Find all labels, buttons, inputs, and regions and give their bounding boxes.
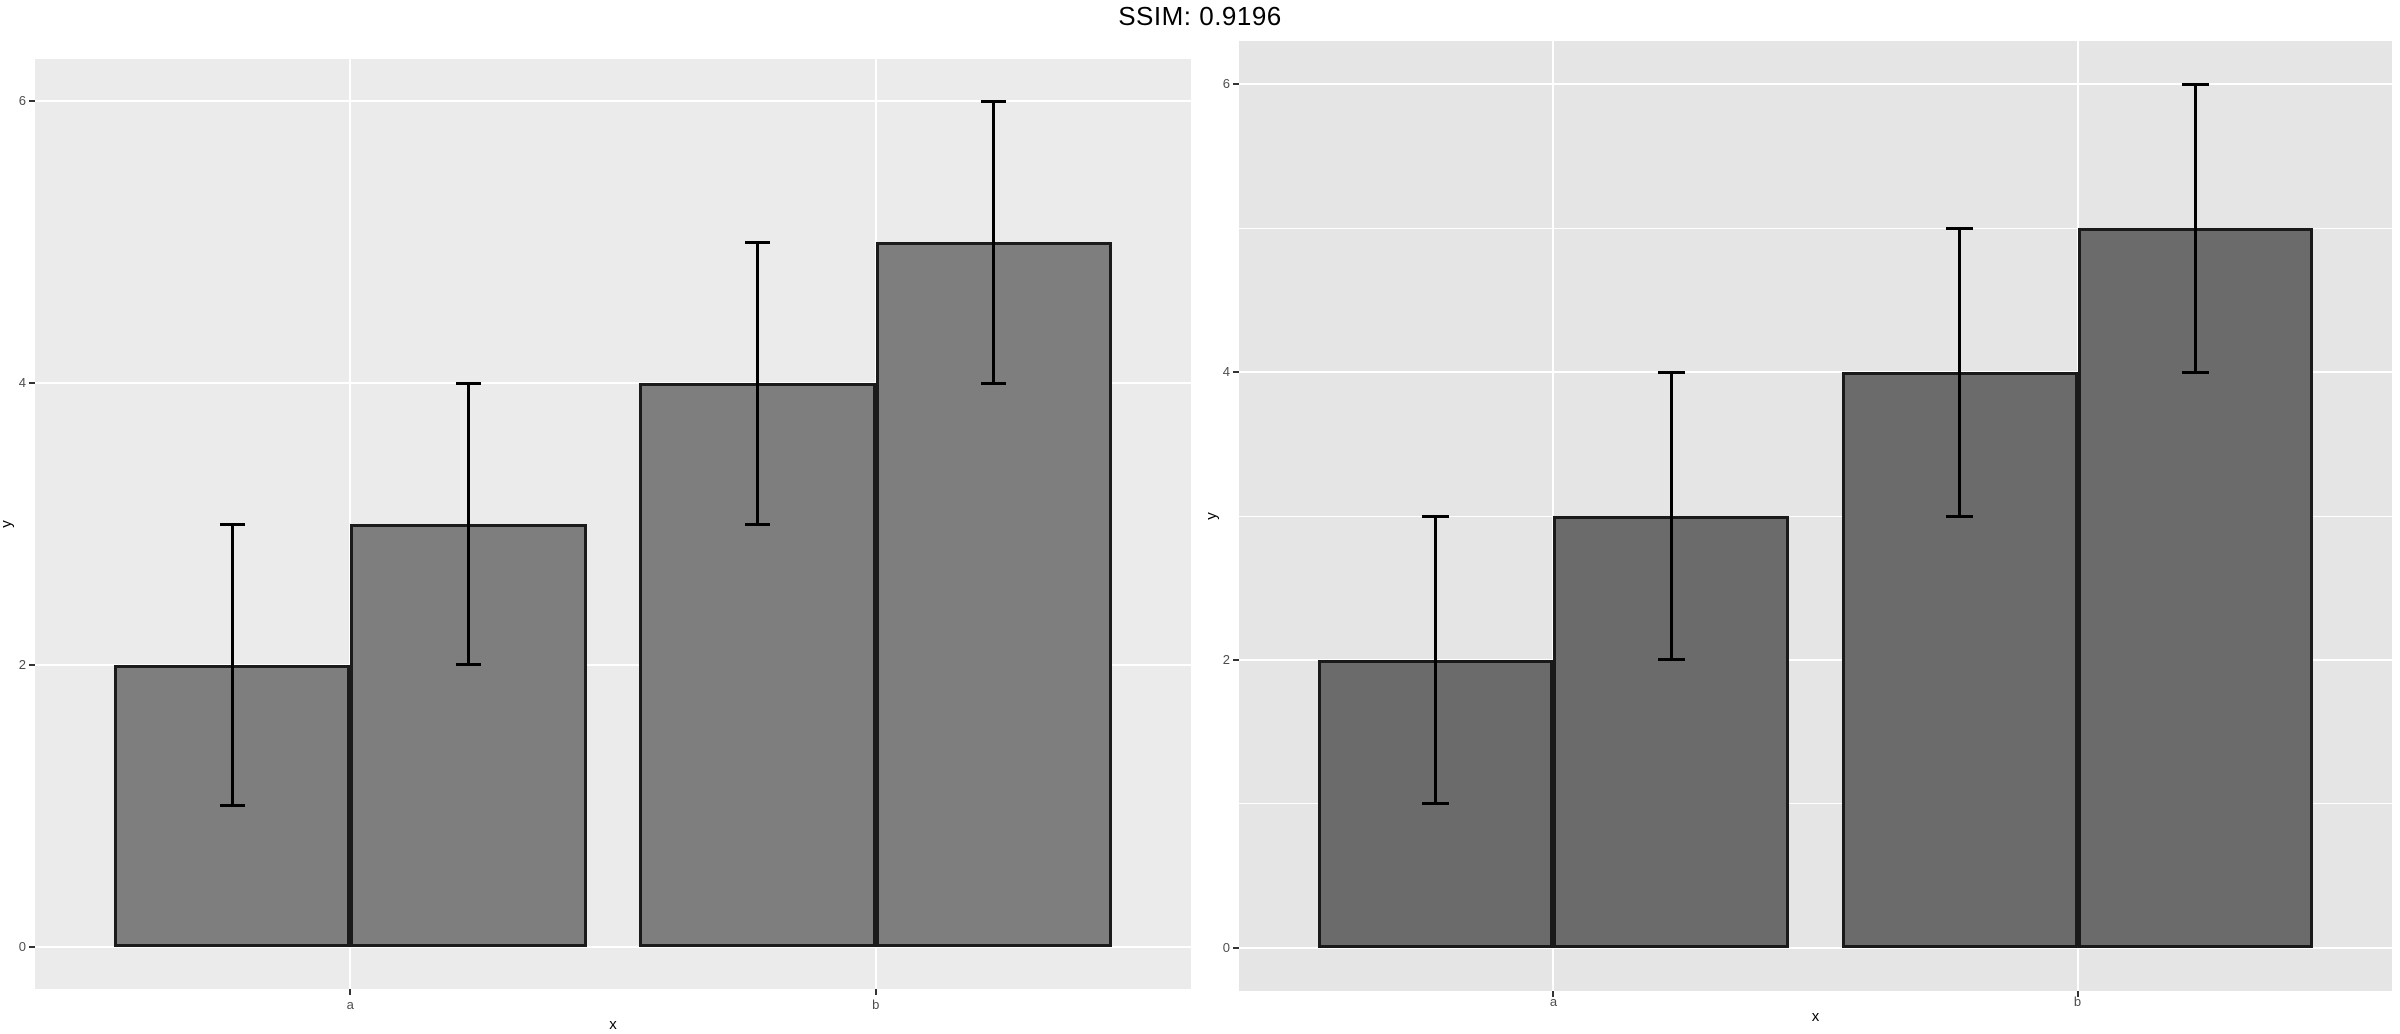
y-axis-title: y [1203, 512, 1220, 520]
error-bar-cap [1946, 514, 1974, 518]
y-major-gridline [35, 382, 1191, 385]
y-tick-mark [1233, 371, 1239, 374]
y-axis-title: y [0, 484, 15, 564]
error-bar-line [2193, 84, 2197, 373]
x-axis-title: x [1811, 1008, 1820, 1025]
error-bar-cap [2181, 82, 2209, 86]
y-tick-label: 0 [1222, 939, 1230, 955]
y-minor-gridline [1239, 515, 2392, 517]
chart-right: 0 2 4 6 a b x y [1203, 41, 2392, 1025]
x-axis-title: x [609, 1016, 617, 1033]
y-major-gridline [35, 945, 1191, 948]
error-bar-cap [1657, 370, 1685, 374]
y-tick-mark [1233, 83, 1239, 86]
error-bar-cap [981, 99, 1007, 103]
error-bar-line [756, 242, 759, 524]
y-tick-label: 4 [18, 375, 26, 391]
error-bar-cap [745, 522, 770, 526]
error-bar-line [1669, 372, 1673, 660]
y-tick-label: 4 [1222, 364, 1230, 380]
x-tick-mark [874, 989, 877, 995]
error-bar-cap [981, 381, 1007, 385]
y-tick-label: 0 [18, 938, 26, 954]
x-tick-label: b [2073, 994, 2082, 1009]
chart-left: 0 2 4 6 a b x y [0, 59, 1191, 1033]
y-minor-gridline [1239, 227, 2392, 229]
error-bar-cap [219, 522, 245, 526]
y-tick-label: 2 [1222, 651, 1230, 667]
x-tick-label: a [1549, 994, 1558, 1009]
y-tick-mark [29, 945, 35, 948]
y-tick-label: 6 [1222, 76, 1230, 92]
error-bar-cap [2181, 370, 2209, 374]
x-tick-mark [1552, 991, 1555, 997]
error-bar-cap [1422, 514, 1450, 518]
y-tick-mark [1233, 658, 1239, 661]
error-bar-cap [1657, 658, 1685, 662]
x-tick-mark [349, 989, 352, 995]
error-bar-line [230, 524, 234, 806]
error-bar-cap [456, 381, 481, 385]
error-bar-line [1958, 228, 1962, 516]
y-tick-label: 2 [18, 656, 26, 672]
y-tick-mark [29, 382, 35, 385]
error-bar-cap [456, 663, 481, 667]
y-major-gridline [35, 663, 1191, 666]
error-bar-cap [219, 804, 245, 808]
y-major-gridline [1239, 946, 2392, 949]
y-major-gridline [1239, 658, 2392, 661]
x-tick-label: a [346, 997, 354, 1012]
y-tick-mark [29, 100, 35, 103]
y-major-gridline [1239, 371, 2392, 374]
y-minor-gridline [1239, 803, 2392, 805]
error-bar-cap [745, 240, 770, 244]
x-tick-label: b [872, 997, 880, 1012]
y-tick-mark [1233, 946, 1239, 949]
y-major-gridline [35, 100, 1191, 103]
error-bar-cap [1422, 802, 1450, 806]
page-title: SSIM: 0.9196 [1118, 1, 1282, 31]
error-bar-line [992, 101, 996, 384]
error-bar-cap [1946, 226, 1974, 230]
error-bar-line [1434, 516, 1438, 804]
y-tick-mark [29, 663, 35, 666]
y-tick-label: 6 [18, 93, 26, 109]
y-major-gridline [1239, 83, 2392, 86]
x-tick-mark [2076, 991, 2079, 997]
error-bar-line [467, 383, 470, 665]
